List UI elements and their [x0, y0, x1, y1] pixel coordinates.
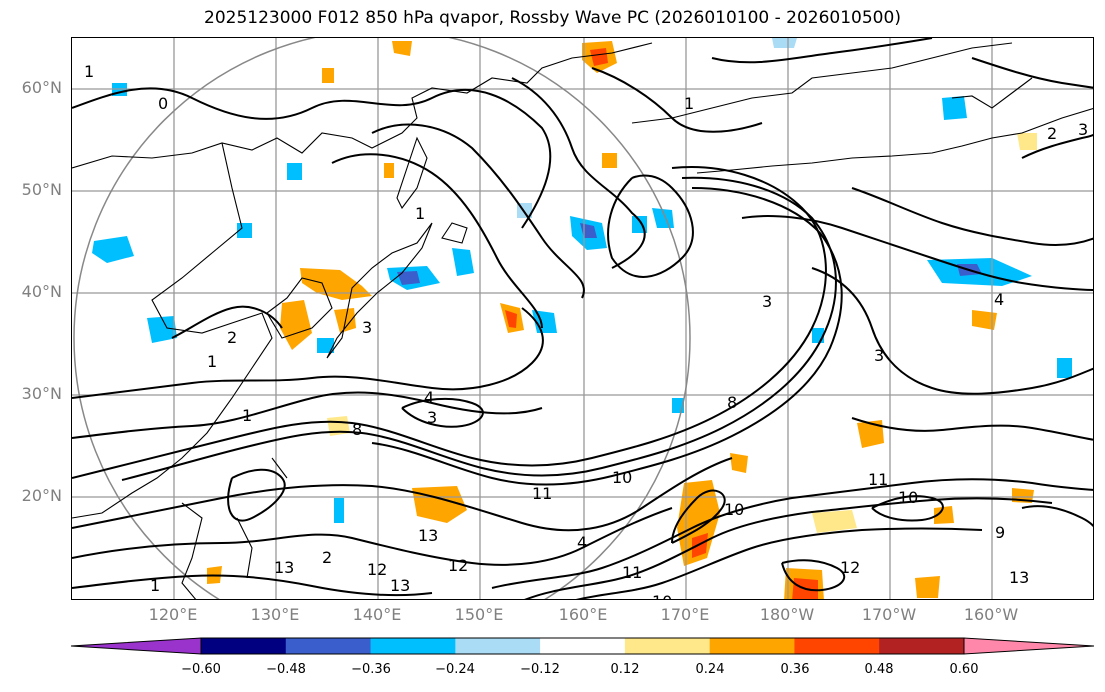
colorbar-bin	[370, 638, 456, 654]
lat-label-60n: 60°N	[21, 78, 62, 97]
colorbar-bin	[455, 638, 541, 654]
contour-label: 9	[162, 598, 172, 599]
contour-label: 2	[1047, 124, 1058, 143]
colorbar-tick: −0.24	[435, 662, 475, 677]
contour-label: 10	[612, 468, 633, 487]
colorbar-tick: 0.48	[864, 662, 894, 677]
lon-label-140e: 140°E	[352, 605, 402, 624]
contour-label: 1	[415, 204, 426, 223]
contour-label: 11	[532, 484, 553, 503]
colorbar-tick: −0.12	[520, 662, 560, 677]
colorbar-bin	[624, 638, 711, 654]
map-panel: 0 1 1 2 3 1 1 2 3 4 3 8 1 4 3 3 8 11 10 …	[71, 37, 1094, 600]
lon-label-180w: 180°W	[759, 605, 815, 624]
contour-label: 11	[868, 470, 889, 489]
colorbar-bin	[540, 638, 626, 654]
contour-label: 3	[1078, 120, 1089, 139]
contour-label: 10	[724, 500, 745, 519]
contour-label: 10	[898, 488, 919, 507]
contour-label: 12	[840, 558, 861, 577]
contour-label: 3	[427, 408, 438, 427]
contour-label: 9	[995, 523, 1006, 542]
lon-label-130e: 130°E	[250, 605, 300, 624]
lon-label-170w: 170°W	[861, 605, 917, 624]
contour-label: 1	[150, 576, 161, 595]
colorbar-tick: −0.36	[351, 662, 391, 677]
contour-label: 13	[390, 576, 411, 595]
lat-label-50n: 50°N	[21, 180, 62, 199]
contour-label: 4	[577, 533, 588, 552]
colorbar-bin	[201, 638, 287, 654]
coastlines	[72, 42, 1093, 599]
contour-label: 12	[367, 560, 388, 579]
lat-label-20n: 20°N	[21, 486, 62, 505]
contour-label: 1	[207, 352, 218, 371]
contour-label: 13	[274, 558, 295, 577]
colorbar-bin	[794, 638, 880, 654]
colorbar-tick: 0.60	[949, 662, 979, 677]
colorbar-tick: −0.48	[266, 662, 306, 677]
contour-label: 8	[727, 393, 738, 412]
colorbar-bin	[879, 638, 965, 654]
colorbar-extend-low	[71, 638, 201, 654]
contour-label: 4	[994, 290, 1005, 309]
contour-label: 12	[448, 556, 469, 575]
lat-label-30n: 30°N	[21, 384, 62, 403]
contour-label: 1	[84, 62, 95, 81]
colorbar-tick: 0.24	[695, 662, 725, 677]
contour-label: 11	[622, 563, 643, 582]
colorbar-bin	[285, 638, 372, 654]
contour-lines	[72, 38, 1093, 599]
lon-label-160w: 160°W	[963, 605, 1019, 624]
contour-label: 10	[652, 592, 672, 599]
colorbar-extend-high	[964, 638, 1094, 654]
contour-label: 13	[1009, 568, 1030, 587]
contour-label: 3	[874, 346, 885, 365]
colorbar-tick: −0.60	[181, 662, 221, 677]
reference-circle	[73, 38, 691, 599]
contour-label: 1	[242, 406, 253, 425]
contour-label: 1	[684, 94, 695, 113]
map-canvas	[72, 38, 1093, 599]
colorbar-tick: 0.12	[610, 662, 640, 677]
colorbar-bin	[709, 638, 795, 654]
contour-label: 4	[424, 388, 435, 407]
lon-label-160e: 160°E	[558, 605, 608, 624]
contour-label: 2	[322, 548, 333, 567]
contour-label-layer: 0 1 1 2 3 1 1 2 3 4 3 8 1 4 3 3 8 11 10 …	[72, 38, 1093, 599]
lon-label-170e: 170°E	[660, 605, 710, 624]
colorbar-tick: 0.36	[780, 662, 810, 677]
contour-label: 8	[352, 420, 363, 439]
contour-label: 3	[762, 292, 773, 311]
lon-label-150e: 150°E	[454, 605, 504, 624]
positive-anomaly-shading	[207, 41, 1037, 599]
lon-label-120e: 120°E	[148, 605, 198, 624]
contour-label: 2	[227, 328, 238, 347]
lat-label-40n: 40°N	[21, 282, 62, 301]
map-title: 2025123000 F012 850 hPa qvapor, Rossby W…	[204, 8, 901, 28]
contour-label: 3	[362, 318, 373, 337]
contour-label: 13	[418, 526, 439, 545]
contour-label: 0	[158, 94, 169, 113]
